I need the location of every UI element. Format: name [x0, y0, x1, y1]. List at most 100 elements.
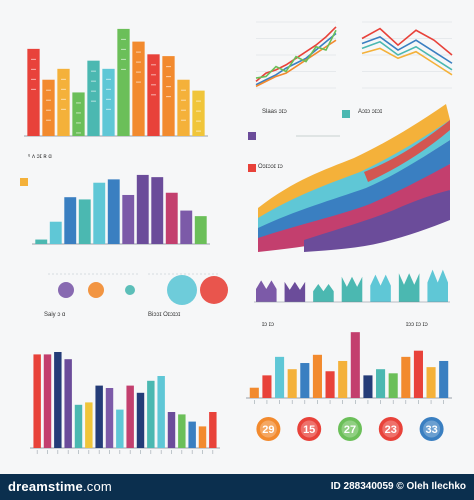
bar-label-mark	[136, 61, 141, 63]
badge-value-4: 23	[385, 424, 397, 436]
badge-circle-3	[338, 417, 362, 441]
bar-1	[249, 387, 259, 398]
bar-10	[126, 385, 134, 448]
mini-chart-4	[341, 276, 363, 302]
mid-left-bar-svg	[20, 174, 210, 245]
bar-label-mark	[166, 96, 171, 98]
bar-label-mark	[136, 81, 141, 83]
mini-area-6	[398, 273, 420, 302]
circles-caption-left: Saiy ɔ ɑ	[44, 312, 66, 318]
bar-14	[167, 412, 176, 448]
ribbon-key-purple	[248, 132, 256, 140]
bar-label-mark	[151, 64, 156, 66]
bar-label-mark	[166, 86, 171, 88]
stock-logo: dreamstime.com	[8, 479, 112, 494]
ribbon-layer-5	[304, 190, 450, 252]
ribbon-area-chart	[244, 100, 454, 260]
bar-8	[132, 41, 145, 136]
bar-label-mark	[76, 132, 81, 134]
bar-10	[162, 56, 175, 136]
bar-17	[198, 426, 207, 448]
bar-8	[136, 174, 149, 244]
bar-3	[54, 352, 62, 448]
top-left-bar-svg	[24, 28, 208, 137]
bar-label-mark	[46, 109, 51, 111]
bar-15	[178, 414, 186, 448]
bar-13	[157, 376, 165, 448]
mini-area-7	[427, 269, 448, 302]
bottom-left-bar-chart	[24, 336, 224, 458]
bar-label-mark	[91, 70, 96, 72]
series-line-1	[361, 27, 453, 56]
bar-2	[262, 375, 272, 398]
bar-label-mark	[76, 102, 81, 104]
bar-label-mark	[166, 66, 171, 68]
badge-circle-1	[256, 417, 281, 441]
bar-label-mark	[121, 38, 126, 40]
bar-7	[95, 385, 103, 448]
bar-18	[209, 412, 217, 448]
bar-15	[426, 367, 436, 398]
bar-label-mark	[181, 99, 186, 101]
bar-label-mark	[31, 58, 36, 60]
mini-chart-6	[398, 273, 420, 302]
bar-label-mark	[61, 88, 66, 90]
bar-label-mark	[166, 76, 171, 78]
bar-label-mark	[196, 130, 201, 132]
ribbon-area-svg	[248, 104, 450, 252]
circle-2	[88, 282, 104, 298]
bar-12	[147, 380, 155, 448]
bar-9	[151, 177, 164, 244]
bar-5	[300, 363, 310, 398]
bar-label-mark	[31, 68, 36, 70]
bar-6	[85, 402, 93, 448]
bar-label-mark	[76, 112, 81, 114]
series-line-2	[255, 32, 337, 86]
series-line-1	[255, 26, 337, 83]
bar-12	[194, 216, 207, 244]
series-line-4	[361, 47, 453, 76]
bar-8	[338, 360, 348, 398]
bar-4	[287, 369, 297, 398]
badge-circle-2	[297, 417, 322, 441]
bar-label-mark	[76, 122, 81, 124]
bar-1	[35, 239, 48, 244]
ribbon-layer-3	[258, 140, 450, 246]
bottom-right-label-right: ɪɔɔ ɪɔ ɪɔ	[406, 322, 428, 328]
bar-2	[49, 221, 62, 244]
bar-6	[107, 179, 120, 244]
bar-1	[27, 48, 40, 136]
bar-12	[388, 373, 398, 398]
bar-9	[116, 409, 124, 448]
bar-label-mark	[121, 68, 126, 70]
mini-area-4	[341, 276, 363, 302]
badges-svg: 29 15 27 23 33	[256, 417, 444, 441]
badge-value-3: 27	[344, 424, 356, 436]
series-line-4	[255, 29, 337, 79]
top-right-ribbon-chart	[356, 16, 456, 96]
bar-16	[439, 360, 449, 398]
bar-11	[177, 79, 190, 136]
bar-1	[33, 354, 41, 448]
mini-chart-2	[284, 281, 306, 302]
bar-label-mark	[181, 89, 186, 91]
bar-7	[117, 28, 130, 137]
bar-4	[72, 92, 85, 136]
badge-inner-3	[341, 420, 359, 438]
badge-inner-4	[382, 420, 400, 438]
bottom-left-bar-svg	[30, 352, 220, 454]
bar-5	[74, 404, 83, 448]
bar-14	[413, 350, 423, 398]
bar-label-mark	[106, 88, 111, 90]
bar-11	[180, 210, 193, 244]
mini-chart-7	[427, 269, 448, 302]
bar-label-mark	[196, 110, 201, 112]
bar-label-mark	[151, 94, 156, 96]
bar-12	[192, 90, 205, 136]
top-right-line-chart	[250, 16, 340, 96]
bar-label-mark	[31, 78, 36, 80]
bar-label-mark	[121, 58, 126, 60]
mini-area-1	[256, 280, 277, 302]
line-chart-a-svg	[255, 21, 337, 89]
ribbon-key-teal	[342, 110, 350, 118]
